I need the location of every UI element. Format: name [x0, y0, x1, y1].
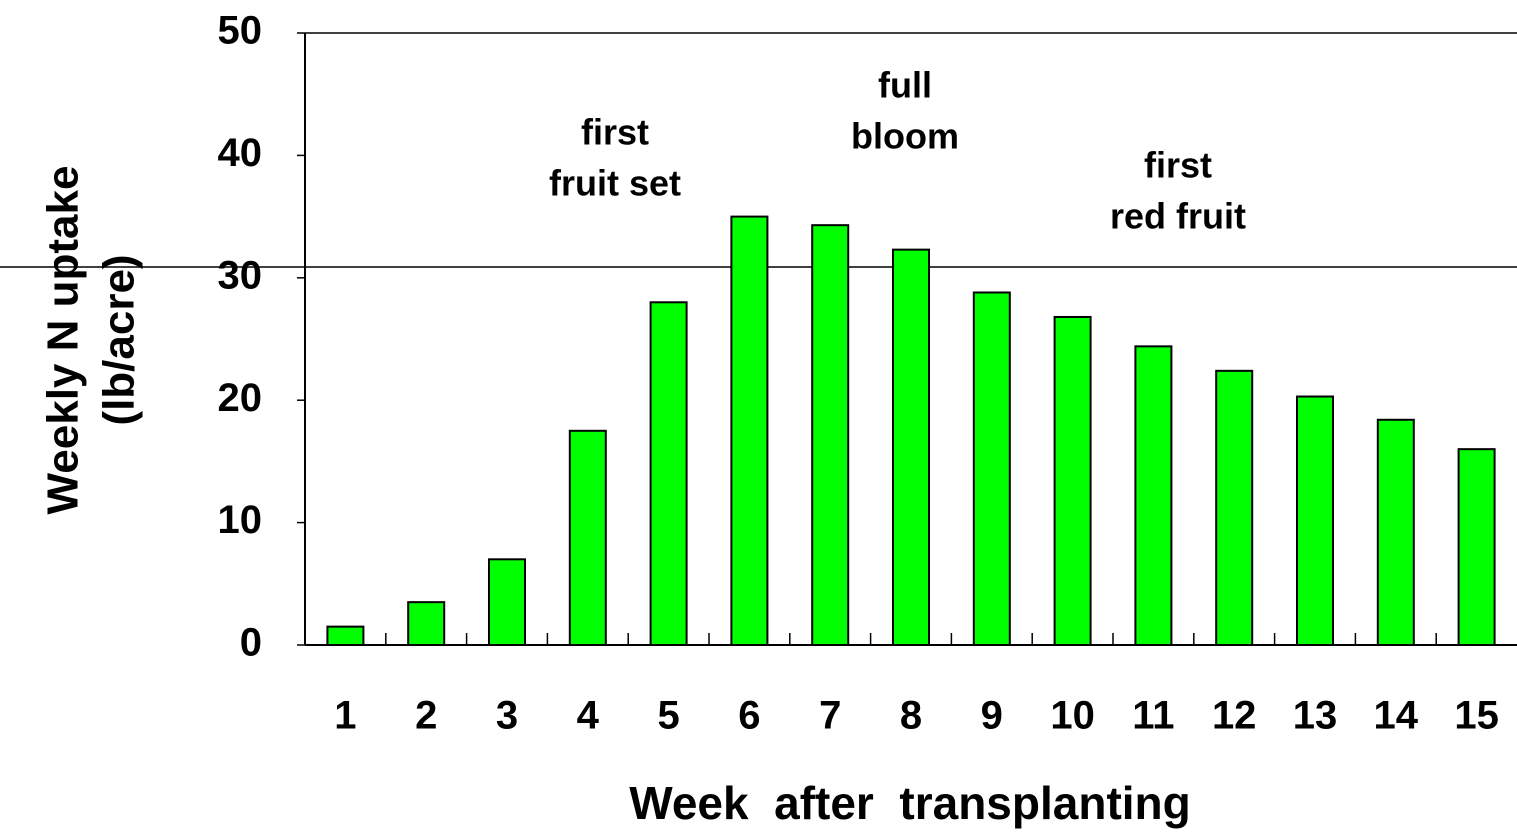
x-tick-label: 13: [1293, 694, 1338, 738]
bar: [972, 291, 1011, 646]
y-tick-label: 30: [218, 253, 263, 297]
y-axis-label: (lb/acre): [95, 254, 144, 425]
bar: [326, 625, 365, 647]
x-tick-label: 6: [738, 694, 760, 738]
y-tick-label: 10: [218, 498, 263, 542]
x-tick-label: 2: [415, 694, 437, 738]
y-tick-label: 50: [218, 9, 263, 53]
y-tick-label: 40: [218, 131, 263, 175]
x-tick-label: 11: [1132, 694, 1174, 738]
x-tick-label: 4: [577, 694, 600, 738]
annotation: first: [581, 112, 649, 153]
bar: [649, 301, 688, 646]
y-tick-label: 0: [240, 621, 262, 665]
x-tick-label: 9: [981, 694, 1003, 738]
annotation: first: [1144, 145, 1212, 186]
y-tick-label: 20: [218, 376, 263, 420]
bar: [892, 248, 930, 646]
y-axis-label: Weekly N uptake: [39, 166, 88, 515]
x-tick-label: 5: [657, 694, 679, 738]
x-tick-label: 15: [1454, 694, 1499, 738]
bar: [1215, 369, 1254, 646]
x-tick-label: 8: [900, 694, 922, 738]
bar: [1053, 315, 1092, 646]
bar: [730, 215, 769, 646]
annotation: red fruit: [1110, 196, 1246, 237]
x-tick-label: 10: [1050, 694, 1095, 738]
x-tick-label: 3: [496, 694, 518, 738]
annotation: full: [878, 65, 932, 106]
x-axis-label: Week after transplanting: [629, 777, 1191, 829]
bar: [1376, 418, 1415, 646]
bar: [811, 224, 850, 646]
annotation: fruit set: [549, 163, 681, 204]
x-tick-label: 1: [334, 694, 356, 738]
bar: [488, 558, 526, 647]
bar: [1296, 395, 1334, 647]
bar: [568, 429, 607, 646]
bar: [1134, 345, 1173, 646]
bar: [1457, 448, 1496, 646]
annotation: bloom: [851, 116, 959, 157]
x-tick-label: 7: [819, 694, 841, 738]
x-tick-label: 12: [1212, 694, 1257, 738]
bar: [407, 601, 446, 646]
x-tick-label: 14: [1374, 694, 1419, 738]
